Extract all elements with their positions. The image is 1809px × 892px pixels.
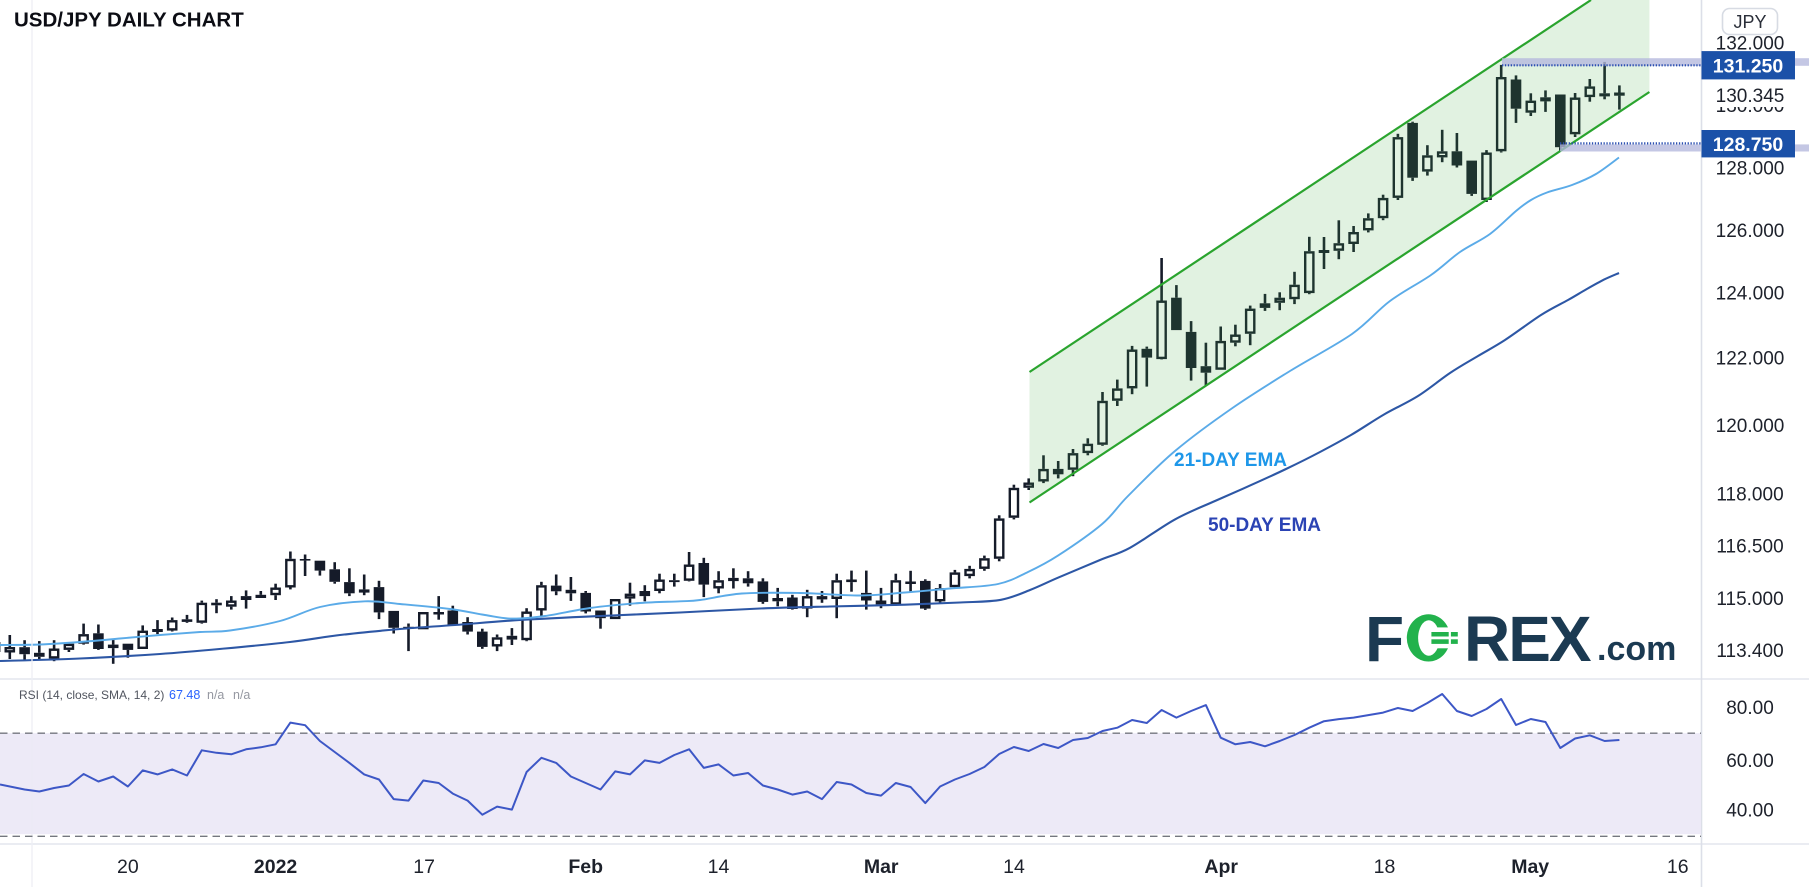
svg-text:115.000: 115.000 bbox=[1716, 589, 1783, 610]
svg-text:RSI (14, close, SMA, 14, 2): RSI (14, close, SMA, 14, 2) bbox=[19, 688, 164, 702]
svg-text:118.000: 118.000 bbox=[1716, 485, 1783, 506]
svg-text:113.400: 113.400 bbox=[1716, 641, 1783, 662]
svg-text:.com: .com bbox=[1597, 630, 1676, 668]
svg-text:n/a: n/a bbox=[233, 688, 250, 702]
svg-text:14: 14 bbox=[1003, 856, 1025, 878]
svg-text:128.000: 128.000 bbox=[1716, 158, 1785, 179]
svg-text:116.500: 116.500 bbox=[1716, 536, 1783, 557]
svg-text:122.000: 122.000 bbox=[1716, 349, 1785, 370]
svg-text:Feb: Feb bbox=[568, 856, 603, 878]
svg-text:120.000: 120.000 bbox=[1716, 416, 1785, 437]
svg-text:n/a: n/a bbox=[207, 688, 224, 702]
svg-text:128.750: 128.750 bbox=[1713, 134, 1784, 156]
svg-text:131.250: 131.250 bbox=[1713, 56, 1784, 78]
svg-text:USD/JPY DAILY CHART: USD/JPY DAILY CHART bbox=[14, 9, 244, 32]
svg-text:16: 16 bbox=[1667, 856, 1689, 878]
svg-text:126.000: 126.000 bbox=[1716, 221, 1785, 242]
svg-text:132.000: 132.000 bbox=[1716, 33, 1785, 54]
svg-text:67.48: 67.48 bbox=[169, 688, 200, 702]
svg-text:REX: REX bbox=[1464, 603, 1592, 675]
svg-text:Mar: Mar bbox=[864, 856, 899, 878]
svg-text:50-DAY EMA: 50-DAY EMA bbox=[1208, 515, 1321, 536]
svg-text:21-DAY EMA: 21-DAY EMA bbox=[1174, 450, 1287, 471]
svg-text:2022: 2022 bbox=[254, 856, 298, 878]
svg-text:18: 18 bbox=[1374, 856, 1396, 878]
svg-text:20: 20 bbox=[117, 856, 139, 878]
svg-text:60.00: 60.00 bbox=[1726, 751, 1774, 772]
svg-text:124.000: 124.000 bbox=[1716, 284, 1785, 305]
svg-text:17: 17 bbox=[413, 856, 435, 878]
svg-text:F: F bbox=[1365, 603, 1404, 675]
svg-text:14: 14 bbox=[708, 856, 730, 878]
svg-text:JPY: JPY bbox=[1733, 12, 1766, 32]
svg-text:May: May bbox=[1511, 856, 1549, 878]
svg-text:130.345: 130.345 bbox=[1716, 86, 1785, 107]
svg-text:40.00: 40.00 bbox=[1726, 801, 1774, 822]
svg-text:80.00: 80.00 bbox=[1726, 698, 1774, 719]
svg-text:Apr: Apr bbox=[1204, 856, 1238, 878]
